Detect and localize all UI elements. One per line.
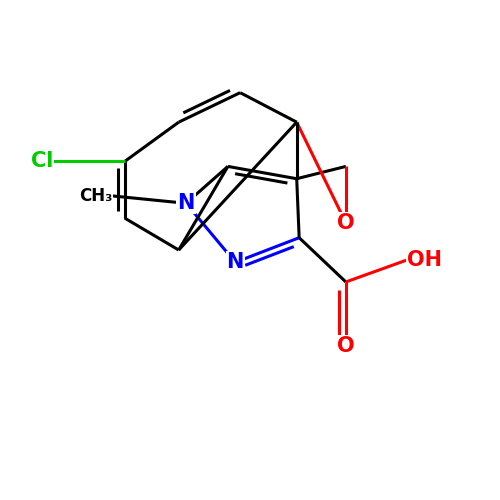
Text: OH: OH (408, 250, 442, 270)
Text: N: N (226, 252, 244, 272)
Text: Cl: Cl (31, 152, 54, 172)
Text: N: N (178, 194, 195, 214)
Text: CH₃: CH₃ (79, 187, 112, 205)
Text: O: O (337, 213, 354, 233)
Text: O: O (337, 336, 354, 356)
